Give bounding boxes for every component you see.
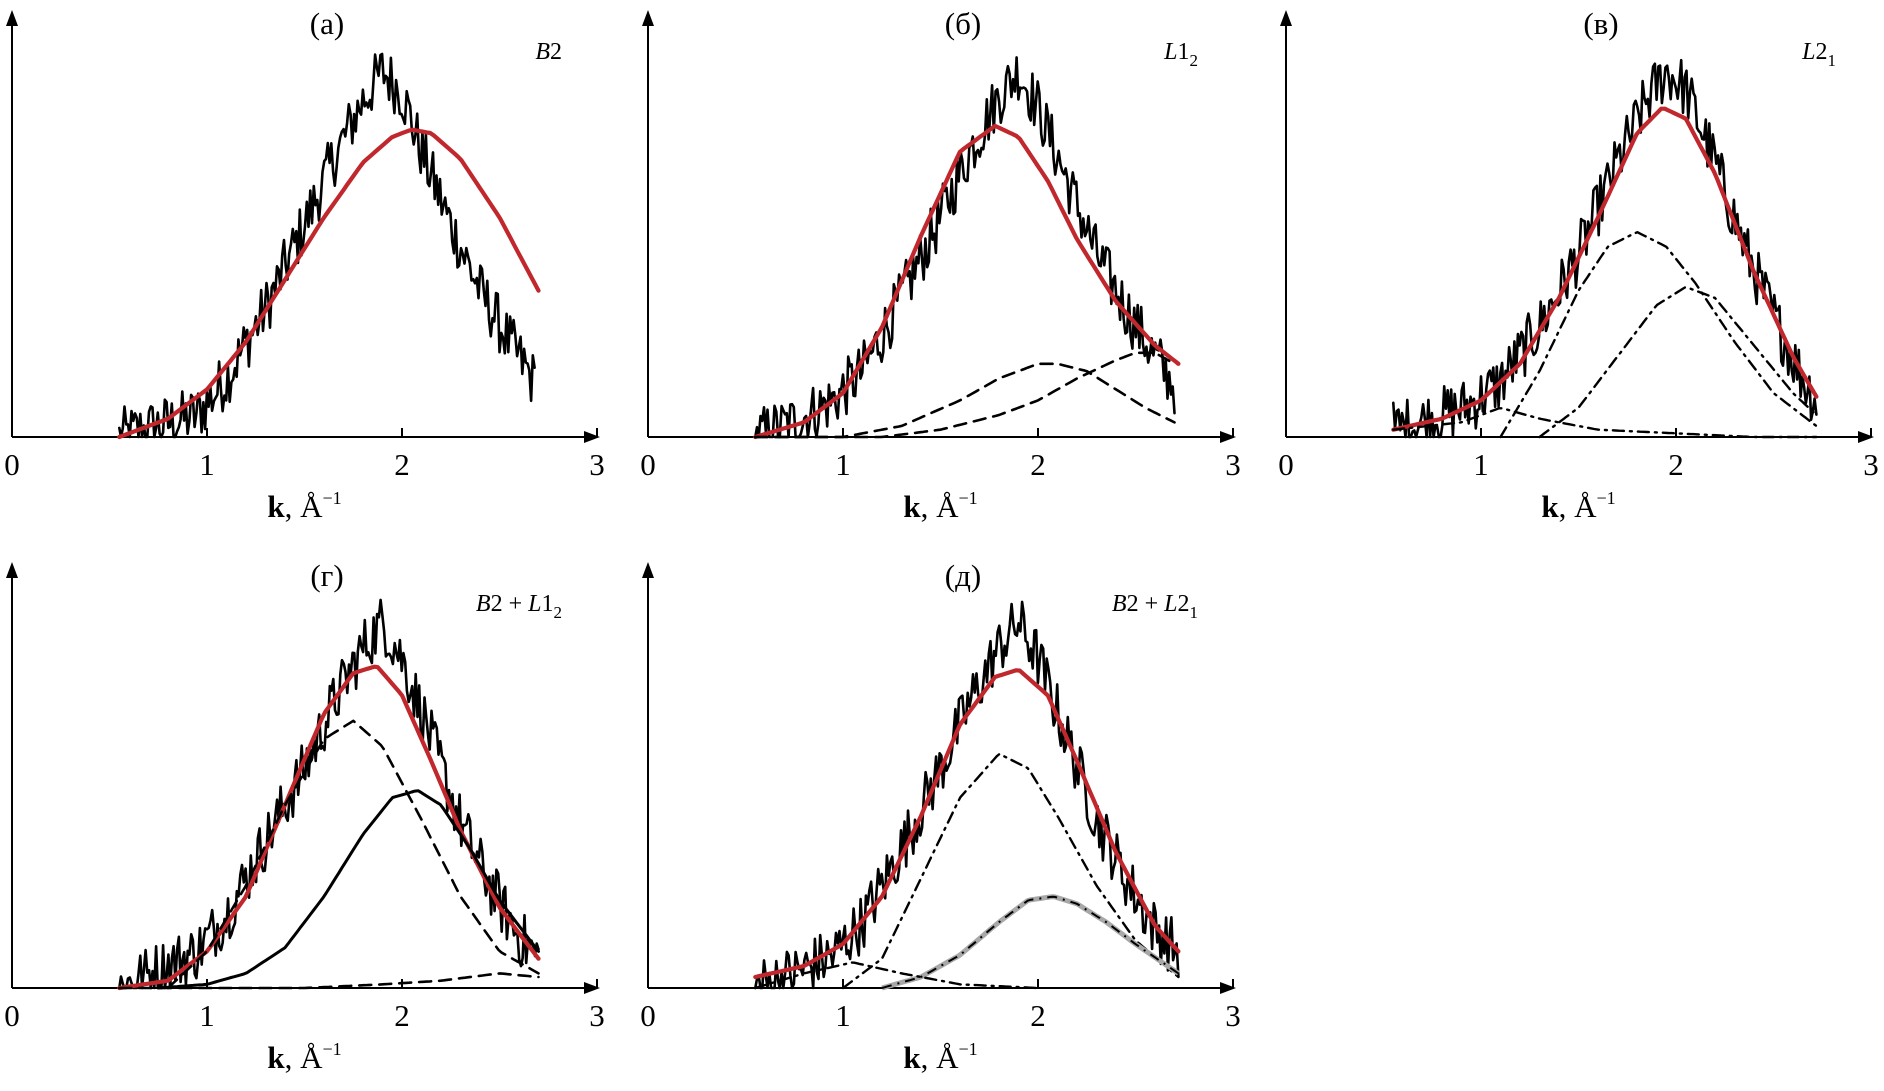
x-tick-label: 0: [4, 998, 20, 1033]
x-tick-label: 2: [394, 998, 410, 1033]
x-tick-label: 2: [394, 447, 410, 482]
series-line-component-2: [1538, 286, 1818, 439]
series-line-component-1: [841, 752, 1180, 990]
x-tick-label: 0: [640, 998, 656, 1033]
phase-label: B2 + L12: [476, 591, 562, 622]
x-tick-label: 1: [199, 998, 215, 1033]
y-axis-arrow: [6, 10, 18, 26]
x-tick-label: 0: [640, 447, 656, 482]
chart-panel: 0 1 2 3 k, Å−1 (г) B2 + L12: [4, 558, 605, 1075]
x-axis-label: k, Å−1: [267, 488, 341, 524]
x-tick-label: 1: [835, 447, 851, 482]
x-tick-label: 1: [835, 998, 851, 1033]
series-line-experimental: [118, 52, 536, 439]
x-axis-arrow: [1858, 431, 1874, 443]
phase-label: L12: [1163, 39, 1198, 70]
panel-label: (а): [310, 6, 344, 41]
series-line-component-1: [1499, 231, 1818, 439]
phase-label: B2 + L21: [1112, 591, 1198, 622]
x-axis-label: k, Å−1: [903, 488, 977, 524]
x-tick-label: 0: [4, 447, 20, 482]
series-line-component-2: [156, 789, 540, 990]
panel-label: (г): [310, 558, 343, 593]
series-line-experimental: [754, 600, 1180, 990]
x-tick-label: 2: [1668, 447, 1684, 482]
x-tick-label: 0: [1278, 447, 1294, 482]
panel-label: (б): [945, 6, 981, 41]
x-axis-arrow: [584, 431, 600, 443]
series-line-experimental: [118, 598, 540, 990]
x-axis-arrow: [1220, 982, 1236, 994]
series-line-component-2: [754, 351, 1176, 439]
x-tick-label: 3: [589, 998, 605, 1033]
x-tick-label: 3: [1225, 447, 1241, 482]
series-line-fit: [753, 668, 1181, 980]
series-line-component-3: [754, 961, 1040, 990]
chart-panel: 0 1 2 3 k, Å−1 (д) B2 + L21: [640, 558, 1241, 1075]
x-tick-label: 3: [589, 447, 605, 482]
y-axis-arrow: [6, 562, 18, 578]
series-line-component-1: [166, 719, 540, 990]
x-axis-label: k, Å−1: [1541, 488, 1615, 524]
panel-label: (в): [1583, 6, 1618, 41]
x-axis-arrow: [584, 982, 600, 994]
series-line-fit: [753, 123, 1181, 440]
phase-label: L21: [1801, 39, 1836, 70]
x-tick-label: 1: [199, 447, 215, 482]
x-axis-label: k, Å−1: [267, 1039, 341, 1075]
x-tick-label: 2: [1030, 998, 1046, 1033]
x-tick-label: 2: [1030, 447, 1046, 482]
y-axis-arrow: [1280, 10, 1292, 26]
panel-label: (д): [945, 558, 981, 593]
series-line-experimental: [754, 56, 1176, 439]
y-axis-arrow: [642, 562, 654, 578]
series-line-component-3: [118, 972, 540, 990]
x-tick-label: 3: [1225, 998, 1241, 1033]
x-axis-label: k, Å−1: [903, 1039, 977, 1075]
series-line-fit: [117, 127, 541, 440]
series-line-fit: [1391, 106, 1819, 432]
phase-label: B2: [535, 39, 562, 65]
series-line-component-3: [1392, 407, 1818, 439]
chart-panel: 0 1 2 3 k, Å−1 (а) B2: [4, 6, 605, 524]
x-axis-arrow: [1220, 431, 1236, 443]
series-line-component-2: [881, 895, 1179, 989]
chart-panel: 0 1 2 3 k, Å−1 (в) L21: [1278, 6, 1879, 524]
x-tick-label: 1: [1473, 447, 1489, 482]
series-line-experimental: [1392, 58, 1818, 439]
chart-panel: 0 1 2 3 k, Å−1 (б) L12: [640, 6, 1241, 524]
x-tick-label: 3: [1863, 447, 1879, 482]
y-axis-arrow: [642, 10, 654, 26]
